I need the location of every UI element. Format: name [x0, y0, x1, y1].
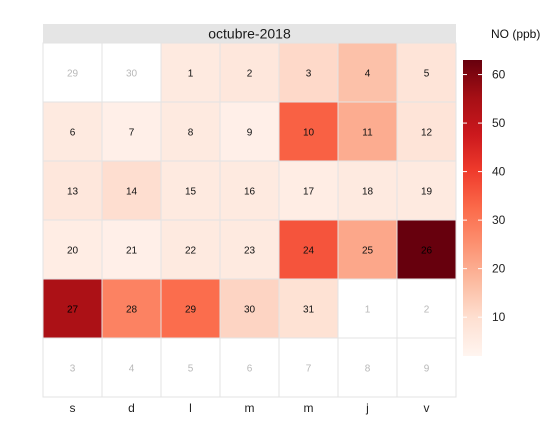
calendar-cell — [278, 278, 339, 339]
calendar-cell — [160, 101, 221, 162]
day-number-label: 30 — [244, 305, 256, 316]
day-number-label: 25 — [362, 246, 374, 257]
day-number-label: 8 — [188, 128, 194, 139]
calendar-cell — [42, 278, 103, 339]
day-number-label: 12 — [421, 128, 433, 139]
day-number-label: 28 — [126, 305, 138, 316]
calendar-cell — [278, 219, 339, 280]
day-number-label: 16 — [244, 187, 256, 198]
day-number-label: 1 — [188, 69, 194, 80]
calendar-cell — [160, 160, 221, 221]
weekday-tick-label: l — [189, 401, 192, 415]
legend-tick-label: 30 — [492, 213, 506, 227]
day-number-label: 6 — [247, 364, 253, 375]
legend-tick-label: 10 — [492, 310, 506, 324]
calendar-cell — [42, 42, 103, 103]
calendar-cell — [101, 160, 162, 221]
calendar-cell — [396, 101, 457, 162]
facet-strip — [43, 24, 456, 43]
calendar-cell — [101, 337, 162, 398]
day-number-label: 7 — [129, 128, 135, 139]
day-number-label: 4 — [365, 69, 371, 80]
day-number-label: 7 — [306, 364, 312, 375]
legend-colorbar — [463, 60, 482, 356]
day-number-label: 15 — [185, 187, 197, 198]
day-number-label: 29 — [67, 69, 79, 80]
calendar-cell — [219, 160, 280, 221]
day-number-label: 30 — [126, 69, 138, 80]
weekday-tick-label: d — [128, 401, 135, 415]
legend-ticks: 10 20 30 40 50 60 — [463, 68, 506, 324]
day-number-label: 2 — [247, 69, 253, 80]
day-number-label: 13 — [67, 187, 79, 198]
day-number-label: 17 — [303, 187, 315, 198]
legend-tick-label: 50 — [492, 116, 506, 130]
calendar-cell — [337, 219, 398, 280]
day-number-label: 23 — [244, 246, 256, 257]
calendar-cell — [337, 337, 398, 398]
day-number-label: 26 — [421, 246, 433, 257]
calendar-cell — [219, 101, 280, 162]
day-number-label: 19 — [421, 187, 433, 198]
day-number-label: 18 — [362, 187, 374, 198]
calendar-cell — [160, 278, 221, 339]
calendar-cell — [337, 278, 398, 339]
day-number-label: 4 — [129, 364, 135, 375]
calendar-cell — [219, 337, 280, 398]
calendar-cell — [278, 337, 339, 398]
calendar-cell — [42, 160, 103, 221]
day-number-label: 8 — [365, 364, 371, 375]
calendar-cell — [160, 337, 221, 398]
calendar-cell — [101, 101, 162, 162]
calendar-cell — [396, 42, 457, 103]
day-number-label: 27 — [67, 305, 79, 316]
calendar-cell — [219, 278, 280, 339]
calendar-cell — [219, 219, 280, 280]
calendar-cell — [396, 337, 457, 398]
day-number-label: 6 — [70, 128, 76, 139]
calendar-cell — [42, 219, 103, 280]
weekday-tick-label: s — [70, 401, 76, 415]
legend-tick-label: 40 — [492, 165, 506, 179]
calendar-cell — [160, 219, 221, 280]
legend-tick-label: 20 — [492, 262, 506, 276]
day-number-label: 14 — [126, 187, 138, 198]
day-number-label: 21 — [126, 246, 138, 257]
weekday-tick-label: m — [245, 401, 255, 415]
day-number-label: 31 — [303, 305, 315, 316]
calendar-cell — [396, 219, 457, 280]
day-number-label: 11 — [362, 128, 373, 139]
day-number-label: 3 — [306, 69, 312, 80]
day-number-label: 9 — [424, 364, 430, 375]
calendar-cell — [42, 101, 103, 162]
legend-title: NO (ppb) — [491, 27, 540, 41]
calendar-cell — [337, 160, 398, 221]
weekday-tick-label: m — [304, 401, 314, 415]
weekday-tick-label: j — [365, 401, 369, 415]
calendar-cell — [278, 160, 339, 221]
day-number-label: 24 — [303, 246, 315, 257]
day-number-label: 10 — [303, 128, 315, 139]
day-number-label: 2 — [424, 305, 430, 316]
day-number-label: 22 — [185, 246, 197, 257]
legend-tick-label: 60 — [492, 68, 506, 82]
day-number-label: 3 — [70, 364, 76, 375]
facet-strip-title: octubre-2018 — [208, 26, 291, 42]
calendar-cell — [396, 160, 457, 221]
weekday-tick-label: v — [424, 401, 430, 415]
day-number-label: 9 — [247, 128, 253, 139]
day-number-label: 5 — [424, 69, 430, 80]
calendar-cell — [396, 278, 457, 339]
day-number-label: 29 — [185, 305, 197, 316]
day-number-label: 20 — [67, 246, 79, 257]
day-number-label: 5 — [188, 364, 194, 375]
calendar-cell — [278, 101, 339, 162]
calendar-cell — [101, 219, 162, 280]
day-number-label: 1 — [365, 305, 371, 316]
